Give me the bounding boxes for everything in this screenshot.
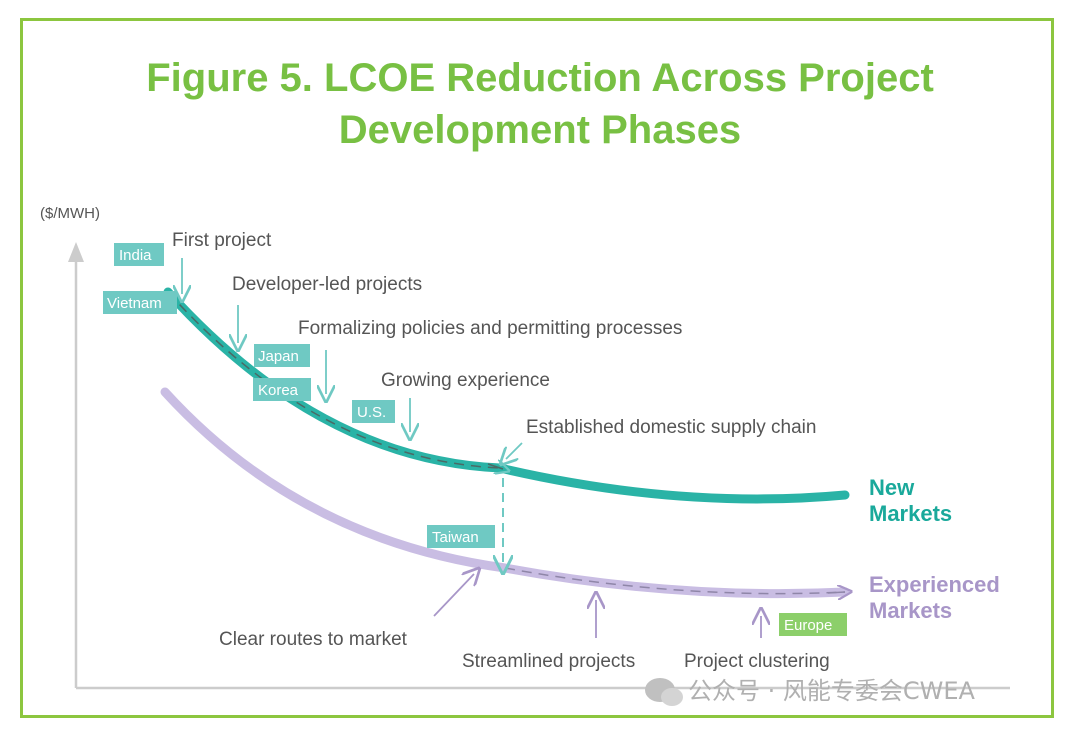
watermark-text: 公众号 · 风能专委会CWEA — [688, 677, 976, 705]
svg-text:Europe: Europe — [784, 617, 832, 634]
exp-curve-end-arrow — [827, 592, 845, 593]
country-tag-taiwan: Taiwan — [427, 525, 495, 548]
svg-text:Japan: Japan — [258, 348, 299, 365]
title-line-2: Development Phases — [338, 108, 742, 152]
country-tag-japan: Japan — [254, 344, 310, 367]
figure-title: Figure 5. LCOE Reduction Across Project … — [0, 52, 1080, 156]
title-line-1: Figure 5. LCOE Reduction Across Project — [146, 56, 934, 100]
phase-clustering: Project clustering — [684, 651, 830, 672]
phase-formalizing: Formalizing policies and permitting proc… — [298, 318, 682, 339]
phase-streamlined: Streamlined projects — [462, 651, 635, 672]
experienced-markets-dashed-overlay — [504, 567, 846, 595]
axes: ($/MWH) — [40, 205, 1010, 690]
y-axis-unit: ($/MWH) — [40, 205, 100, 222]
new-markets-label-line1: New — [869, 475, 915, 500]
phase-first-project: First project — [172, 230, 272, 251]
new-curve-end-arrow — [487, 464, 503, 469]
phase-supply-chain: Established domestic supply chain — [526, 417, 816, 438]
country-tag-vietnam: Vietnam — [103, 291, 177, 314]
svg-text:India: India — [119, 247, 152, 264]
new-markets-label-line2: Markets — [869, 501, 952, 526]
country-tag-europe: Europe — [779, 613, 847, 636]
country-tag-us: U.S. — [352, 400, 395, 423]
watermark: 公众号 · 风能专委会CWEA — [645, 677, 976, 706]
svg-text:U.S.: U.S. — [357, 404, 386, 421]
y-axis-arrowhead — [68, 242, 84, 262]
figure-frame — [20, 18, 1054, 718]
experienced-markets-label-line1: Experienced — [869, 572, 1000, 597]
phase-growing-experience: Growing experience — [381, 370, 550, 391]
country-tag-korea: Korea — [253, 378, 311, 401]
svg-text:Vietnam: Vietnam — [107, 295, 162, 312]
new-markets-dashed-overlay — [167, 291, 501, 469]
experienced-markets-label-line2: Markets — [869, 598, 952, 623]
phase-clear-routes: Clear routes to market — [219, 629, 408, 650]
phase-arrows-new — [182, 258, 523, 459]
phase-developer-led: Developer-led projects — [232, 274, 422, 295]
svg-text:Taiwan: Taiwan — [432, 529, 479, 546]
svg-text:Korea: Korea — [258, 382, 299, 399]
phase-arrows-exp — [433, 574, 761, 638]
country-tag-india: India — [114, 243, 164, 266]
